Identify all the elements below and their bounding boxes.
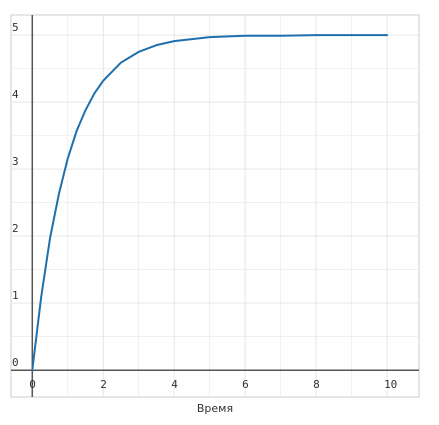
x-tick-label: 8 xyxy=(313,378,320,391)
y-tick-label: 4 xyxy=(12,88,19,101)
tick-labels: 0 2 4 6 8 10 0 1 2 3 4 5 xyxy=(12,21,397,391)
y-tick-label: 0 xyxy=(12,356,19,369)
y-tick-label: 2 xyxy=(12,222,19,235)
series-layer xyxy=(31,34,389,372)
x-tick-label: 4 xyxy=(171,378,178,391)
x-tick-label: 6 xyxy=(242,378,249,391)
plot-frame xyxy=(10,14,420,398)
series-line xyxy=(31,34,389,372)
x-tick-label: 0 xyxy=(29,378,36,391)
y-tick-label: 1 xyxy=(12,289,19,302)
x-axis-title: Время xyxy=(197,402,233,415)
x-tick-label: 10 xyxy=(384,378,397,391)
axes xyxy=(11,15,419,397)
x-tick-label: 2 xyxy=(100,378,107,391)
y-tick-label: 5 xyxy=(12,21,19,34)
y-tick-label: 3 xyxy=(12,155,19,168)
